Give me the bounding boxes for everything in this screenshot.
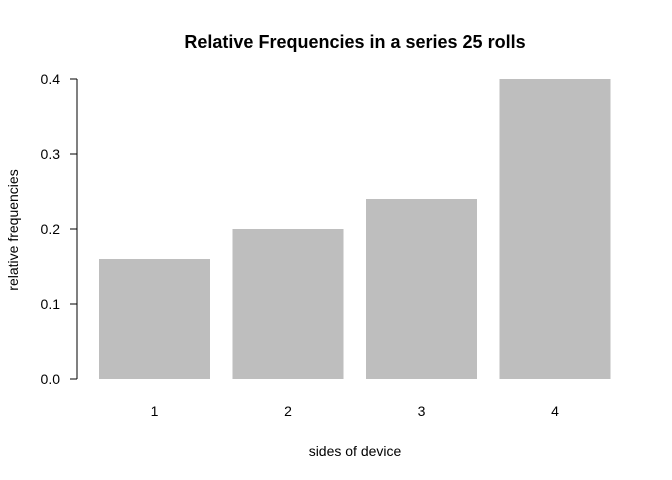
chart-title: Relative Frequencies in a series 25 roll…	[184, 32, 525, 52]
bar-2	[232, 229, 344, 379]
x-tick-label: 1	[151, 403, 159, 419]
bar-4	[499, 79, 611, 379]
x-tick-labels: 1 2 3 4	[151, 403, 560, 419]
x-tick-label: 3	[418, 403, 426, 419]
x-axis-label: sides of device	[309, 443, 402, 459]
y-tick-label: 0.3	[41, 146, 61, 162]
bar-3	[366, 199, 477, 379]
y-axis-label: relative frequencies	[5, 169, 21, 290]
y-tick-label: 0.0	[41, 371, 61, 387]
x-tick-label: 2	[284, 403, 292, 419]
y-tick-label: 0.2	[41, 221, 61, 237]
y-tick-label: 0.4	[41, 71, 61, 87]
bar-1	[99, 259, 210, 379]
y-axis: 0.0 0.1 0.2 0.3 0.4	[41, 71, 78, 387]
y-tick-label: 0.1	[41, 296, 61, 312]
bars	[99, 79, 611, 379]
x-tick-label: 4	[551, 403, 559, 419]
